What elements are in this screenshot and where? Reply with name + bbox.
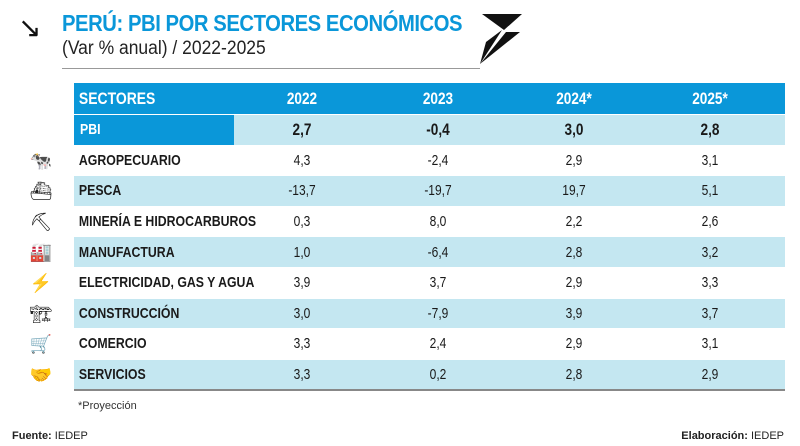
cell-value: 2,7 (292, 119, 312, 139)
cell-value: 2,6 (701, 213, 719, 231)
fishing-boat-icon: ⛴ (29, 181, 53, 202)
cell-value: 3,2 (701, 243, 719, 261)
table-header: SECTORES 2022 2023 2024* 2025* (74, 83, 785, 114)
table-row: ⚡ ELECTRICIDAD, GAS Y AGUA 3,9 3,7 2,9 3,3 (30, 266, 785, 298)
sector-table: SECTORES 2022 2023 2024* 2025* PBI 2,7 -0,… (30, 83, 785, 390)
cell-value: 2,4 (429, 335, 447, 353)
cell-value: 3,3 (293, 335, 311, 353)
col-header-2024: 2024* (556, 88, 592, 108)
table-row: 🛒 COMERCIO 3,3 2,4 2,9 3,1 (30, 328, 785, 359)
cell-value: -13,7 (288, 182, 316, 200)
cell-value: 19,7 (562, 182, 586, 200)
livestock-icon: 🐄 (29, 150, 53, 171)
cell-value: 2,9 (701, 366, 719, 384)
projection-note: *Proyección (78, 400, 137, 412)
crane-icon: 🏗 (29, 303, 53, 324)
electricity-icon: ⚡ (29, 272, 53, 293)
table-bottom-rule (74, 389, 785, 391)
sector-name: PBI (74, 115, 234, 145)
cell-value: -7,9 (427, 304, 449, 322)
cell-value: -0,4 (426, 119, 450, 139)
cell-value: 3,1 (701, 151, 719, 169)
arrow-down-right-icon: ↘ (18, 12, 42, 43)
cell-value: 3,3 (701, 274, 719, 292)
cell-value: 2,9 (565, 151, 583, 169)
cell-value: 1,0 (293, 243, 311, 261)
cell-value: 3,0 (564, 119, 584, 139)
cell-value: 2,9 (565, 335, 583, 353)
credit: Elaboración: IEDEP (681, 430, 784, 442)
mining-icon: ⛏ (29, 211, 53, 232)
cell-value: 2,8 (565, 243, 583, 261)
table-row: PBI 2,7 -0,4 3,0 2,8 (74, 114, 785, 145)
services-icon: 🤝 (29, 364, 53, 385)
col-header-2025: 2025* (692, 88, 728, 108)
cell-value: 0,3 (293, 213, 311, 231)
cell-value: 5,1 (701, 182, 719, 200)
table-row: 🐄 AGROPECUARIO 4,3 -2,4 2,9 3,1 (30, 144, 785, 176)
cell-value: -2,4 (427, 151, 449, 169)
page-subtitle: (Var % anual) / 2022-2025 (62, 38, 266, 59)
sector-name: CONSTRUCCIÓN (78, 304, 180, 322)
sector-name: MANUFACTURA (78, 243, 175, 261)
cell-value: 3,3 (293, 366, 311, 384)
cell-value: 3,7 (429, 274, 447, 292)
sector-name: MINERÍA E HIDROCARBUROS (78, 213, 257, 231)
col-header-sectores: SECTORES (78, 88, 156, 108)
page-title: PERÚ: PBI POR SECTORES ECONÓMICOS (62, 10, 463, 36)
cell-value: -19,7 (424, 182, 452, 200)
cell-value: 2,8 (700, 119, 720, 139)
sector-name: PESCA (78, 182, 122, 200)
cell-value: 4,3 (293, 151, 311, 169)
table-row: ⛴ PESCA -13,7 -19,7 19,7 5,1 (30, 175, 785, 206)
table-row: ⛏ MINERÍA E HIDROCARBUROS 0,3 8,0 2,2 2,6 (30, 205, 785, 237)
cell-value: 3,9 (565, 304, 583, 322)
sector-name: COMERCIO (78, 335, 147, 353)
cell-value: 8,0 (429, 213, 447, 231)
cell-value: -6,4 (427, 243, 449, 261)
table-row: 🏗 CONSTRUCCIÓN 3,0 -7,9 3,9 3,7 (30, 297, 785, 329)
table-row: 🏭 MANUFACTURA 1,0 -6,4 2,8 3,2 (30, 236, 785, 267)
col-header-2023: 2023 (422, 88, 454, 108)
cell-value: 2,8 (565, 366, 583, 384)
factory-icon: 🏭 (29, 242, 53, 263)
cell-value: 2,9 (565, 274, 583, 292)
sector-name: ELECTRICIDAD, GAS Y AGUA (78, 274, 255, 292)
source: Fuente: IEDEP (12, 430, 88, 442)
cell-value: 0,2 (429, 366, 447, 384)
divider (62, 68, 480, 69)
shopping-cart-icon: 🛒 (29, 334, 53, 355)
cell-value: 2,2 (565, 213, 583, 231)
sector-name: SERVICIOS (78, 366, 146, 384)
cell-value: 3,0 (293, 304, 311, 322)
cell-value: 3,1 (701, 335, 719, 353)
sector-name: AGROPECUARIO (78, 151, 181, 169)
cell-value: 3,9 (293, 274, 311, 292)
table-row: 🤝 SERVICIOS 3,3 0,2 2,8 2,9 (30, 358, 785, 390)
cell-value: 3,7 (701, 304, 719, 322)
col-header-2022: 2022 (286, 88, 318, 108)
brand-logo-icon (480, 14, 522, 64)
